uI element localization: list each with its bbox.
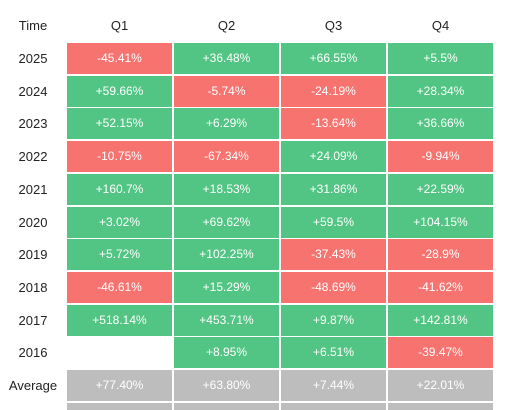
- row-label: 2018: [18, 280, 48, 295]
- row-label: 2020: [18, 215, 48, 230]
- row-label: 2024: [18, 84, 48, 99]
- summary-row-cut-off: [67, 403, 172, 410]
- column-header-q2: Q2: [217, 18, 236, 33]
- return-cell: -41.62%: [388, 272, 493, 303]
- return-cell: -67.34%: [174, 141, 279, 172]
- return-cell: +31.86%: [281, 174, 386, 205]
- return-cell: +69.62%: [174, 207, 279, 238]
- return-cell: -45.41%: [67, 43, 172, 74]
- return-cell: -24.19%: [281, 76, 386, 107]
- return-cell: +28.34%: [388, 76, 493, 107]
- average-cell: +22.01%: [388, 370, 493, 401]
- return-cell: +9.87%: [281, 305, 386, 336]
- column-header-q1: Q1: [110, 18, 129, 33]
- column-header-q3: Q3: [324, 18, 343, 33]
- row-label: 2016: [18, 345, 48, 360]
- return-cell: -28.9%: [388, 239, 493, 270]
- return-cell: +5.5%: [388, 43, 493, 74]
- return-cell: +5.72%: [67, 239, 172, 270]
- return-cell: +24.09%: [281, 141, 386, 172]
- return-cell: +142.81%: [388, 305, 493, 336]
- row-label: 2019: [18, 247, 48, 262]
- row-label: 2023: [18, 116, 48, 131]
- return-cell: +3.02%: [67, 207, 172, 238]
- average-cell: +77.40%: [67, 370, 172, 401]
- return-cell: +6.29%: [174, 108, 279, 139]
- column-header-q4: Q4: [431, 18, 450, 33]
- return-cell: -5.74%: [174, 76, 279, 107]
- return-cell: -9.94%: [388, 141, 493, 172]
- row-label: 2017: [18, 313, 48, 328]
- return-cell: +18.53%: [174, 174, 279, 205]
- return-cell: +36.66%: [388, 108, 493, 139]
- return-cell: +453.71%: [174, 305, 279, 336]
- return-cell: +36.48%: [174, 43, 279, 74]
- return-cell: +6.51%: [281, 337, 386, 368]
- summary-row-cut-off: [388, 403, 493, 410]
- return-cell: -37.43%: [281, 239, 386, 270]
- return-cell: +22.59%: [388, 174, 493, 205]
- return-cell: +66.55%: [281, 43, 386, 74]
- return-cell: +8.95%: [174, 337, 279, 368]
- return-cell: +104.15%: [388, 207, 493, 238]
- return-cell: +518.14%: [67, 305, 172, 336]
- return-cell: +160.7%: [67, 174, 172, 205]
- return-cell: -10.75%: [67, 141, 172, 172]
- summary-row-cut-off: [281, 403, 386, 410]
- return-cell: -13.64%: [281, 108, 386, 139]
- return-cell: +59.5%: [281, 207, 386, 238]
- average-cell: +7.44%: [281, 370, 386, 401]
- return-cell: +59.66%: [67, 76, 172, 107]
- return-cell: -48.69%: [281, 272, 386, 303]
- row-label: 2025: [18, 51, 48, 66]
- row-label: Average: [8, 378, 58, 393]
- row-label: 2021: [18, 182, 48, 197]
- summary-row-cut-off: [174, 403, 279, 410]
- column-header-time: Time: [18, 18, 48, 33]
- row-label: 2022: [18, 149, 48, 164]
- return-cell: -39.47%: [388, 337, 493, 368]
- return-cell: -46.61%: [67, 272, 172, 303]
- return-cell: +52.15%: [67, 108, 172, 139]
- average-cell: +63.80%: [174, 370, 279, 401]
- return-cell: +15.29%: [174, 272, 279, 303]
- return-cell: +102.25%: [174, 239, 279, 270]
